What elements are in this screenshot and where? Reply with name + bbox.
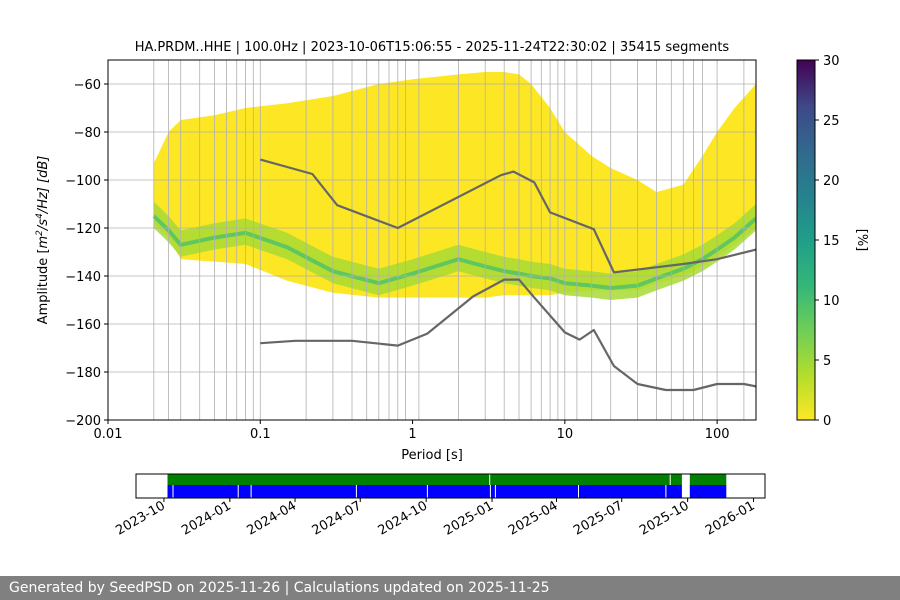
- psd-band-density: [153, 201, 756, 300]
- x-axis-ticks: 0.01 0.1 1 10 100: [94, 420, 730, 442]
- timeline-blue-gap: [426, 485, 428, 498]
- figure: HA.PRDM..HHE | 100.0Hz | 2023-10-06T15:0…: [35, 40, 869, 539]
- y-tick-label: −140: [65, 270, 101, 285]
- timeline-blue-gap: [489, 485, 491, 498]
- timeline-blue-gap: [578, 485, 579, 498]
- high-noise-model-line: [260, 158, 756, 274]
- timeline-blue-gap: [665, 485, 667, 498]
- timeline-tick-label: 2025-04: [506, 498, 561, 538]
- chart-title: HA.PRDM..HHE | 100.0Hz | 2023-10-06T15:0…: [135, 40, 730, 55]
- y-tick-label: −100: [65, 174, 101, 189]
- low-noise-model-line: [260, 278, 756, 392]
- colorbar: 0 5 10 15 20 25 30 [%]: [796, 54, 869, 429]
- timeline-blue-segment: [167, 485, 682, 498]
- y-tick-label: −160: [65, 318, 101, 333]
- colorbar-tick-label: 10: [823, 294, 840, 309]
- x-tick-label: 10: [557, 427, 574, 442]
- footer-bar: Generated by SeedPSD on 2025-11-26 | Cal…: [0, 576, 900, 600]
- colorbar-label: [%]: [854, 229, 869, 252]
- colorbar-gradient: [796, 59, 816, 421]
- timeline-tick-label: 2026-01: [703, 498, 758, 538]
- colorbar-tick-label: 0: [823, 414, 831, 429]
- colorbar-tick-label: 5: [823, 354, 831, 369]
- reference-curves: [260, 158, 756, 392]
- x-tick-label: 100: [705, 427, 730, 442]
- timeline-green-gap: [489, 474, 491, 485]
- colorbar-tick-label: 20: [823, 174, 840, 189]
- y-tick-label: −200: [65, 414, 101, 429]
- psd-band-outline: [153, 72, 756, 298]
- y-axis-ticks: −200 −180 −160 −140 −120 −100 −80 −60: [65, 78, 108, 429]
- timeline-tick-label: 2025-01: [442, 498, 497, 538]
- grid: [108, 60, 756, 420]
- timeline-tick-label: 2024-01: [179, 498, 234, 538]
- y-tick-label: −180: [65, 366, 101, 381]
- y-tick-label: −80: [74, 126, 101, 141]
- colorbar-tick-label: 15: [823, 234, 840, 249]
- footer-text: Generated by SeedPSD on 2025-11-26 | Cal…: [9, 580, 550, 596]
- timeline-green-segment: [167, 474, 682, 485]
- timeline-ticks: 2023-10 2024-01 2024-04 2024-07 2024-10 2025-…: [113, 498, 758, 539]
- y-tick-label: −120: [65, 222, 101, 237]
- timeline-blue-gap: [494, 485, 496, 498]
- colorbar-tick-label: 30: [823, 54, 840, 69]
- timeline-green-segment: [689, 474, 727, 485]
- plot-frame: [107, 59, 757, 421]
- x-axis-label: Period [s]: [401, 448, 463, 463]
- y-axis-label: Amplitude [m2/s4/Hz] [dB]: [35, 156, 51, 325]
- timeline-segments: [167, 474, 727, 498]
- colorbar-ticks: 0 5 10 15 20 25 30: [815, 54, 840, 429]
- timeline-tick-label: 2024-07: [310, 498, 365, 538]
- timeline-blue-segment: [689, 485, 727, 498]
- timeline-tick-label: 2024-04: [244, 498, 299, 538]
- timeline-green-gap: [669, 474, 671, 485]
- x-tick-label: 1: [408, 427, 416, 442]
- timeline-tick-label: 2024-10: [376, 498, 431, 538]
- timeline-tick-label: 2025-10: [637, 498, 692, 538]
- colorbar-tick-label: 25: [823, 114, 840, 129]
- y-tick-label: −60: [74, 78, 101, 93]
- x-tick-label: 0.01: [94, 427, 123, 442]
- timeline-frame: [135, 473, 766, 499]
- timeline-blue-gap: [355, 485, 357, 498]
- timeline-blue-gap: [250, 485, 252, 498]
- timeline-tick-label: 2023-10: [113, 498, 168, 538]
- data-availability-timeline: 2023-10 2024-01 2024-04 2024-07 2024-10 2025-…: [113, 473, 766, 539]
- timeline-tick-label: 2025-07: [571, 498, 626, 538]
- x-tick-label: 0.1: [250, 427, 271, 442]
- timeline-blue-gap: [237, 485, 239, 498]
- timeline-blue-gap: [172, 485, 174, 498]
- plot-area: 0.01 0.1 1 10 100 −200 −180 −160 −140 −120 −100 −8…: [65, 59, 757, 442]
